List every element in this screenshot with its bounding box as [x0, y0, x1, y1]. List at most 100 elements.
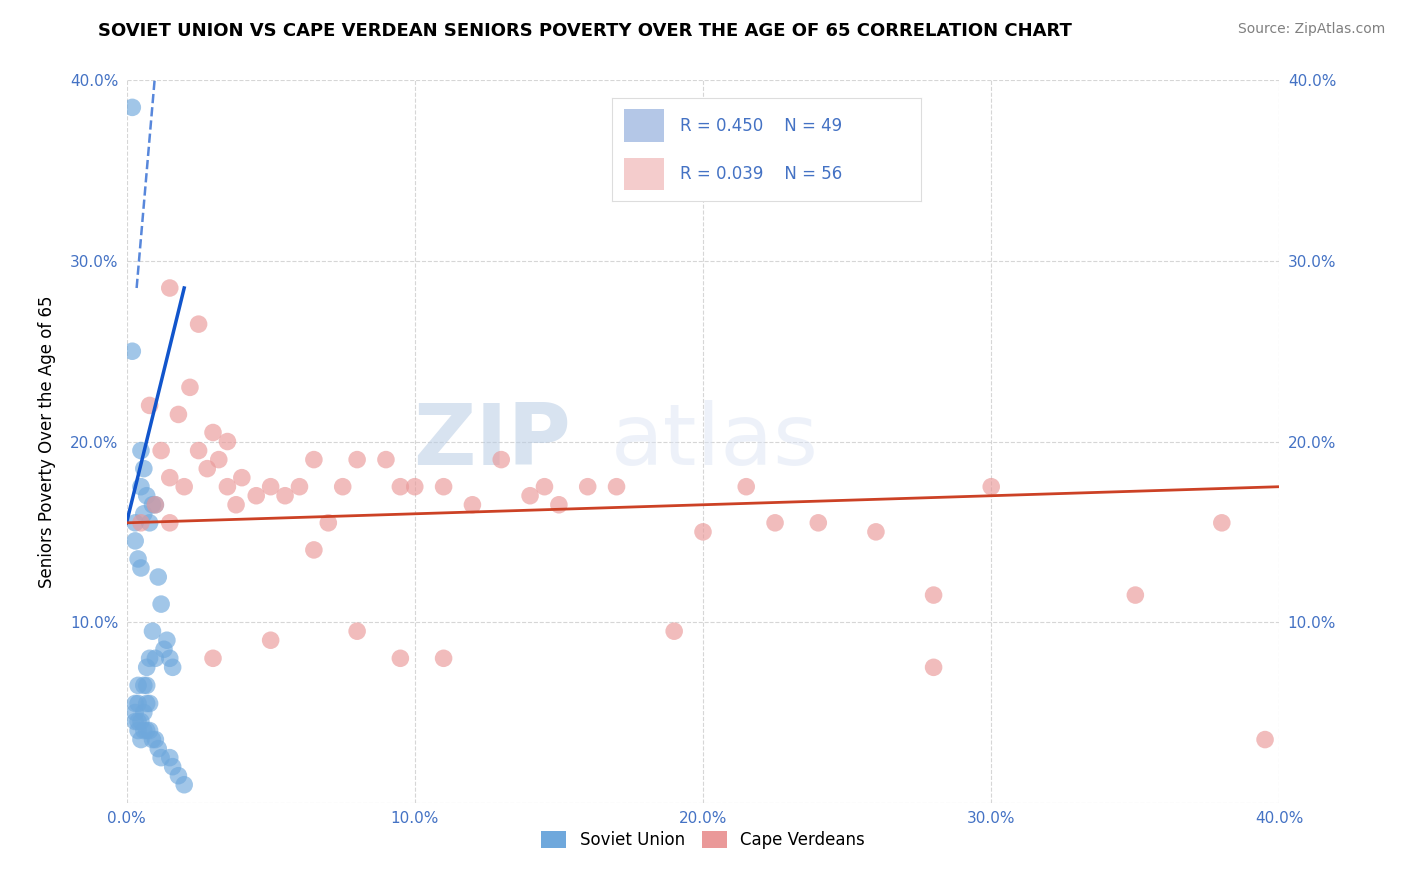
Point	[127, 697, 149, 711]
Point	[433, 651, 456, 665]
Point	[159, 281, 181, 295]
Point	[922, 660, 945, 674]
Point	[187, 443, 209, 458]
Point	[150, 597, 173, 611]
Point	[491, 452, 513, 467]
Point	[159, 750, 181, 764]
Point	[141, 498, 163, 512]
Point	[162, 660, 184, 674]
Point	[124, 533, 146, 548]
Point	[132, 507, 155, 521]
Point	[124, 516, 146, 530]
Point	[141, 624, 163, 639]
Point	[606, 480, 628, 494]
Point	[195, 461, 218, 475]
Point	[259, 480, 281, 494]
Point	[922, 588, 945, 602]
Point	[519, 489, 541, 503]
Point	[173, 480, 195, 494]
Point	[148, 570, 170, 584]
Point	[129, 516, 152, 530]
Point	[548, 498, 571, 512]
Point	[167, 769, 190, 783]
Text: R = 0.039    N = 56: R = 0.039 N = 56	[679, 165, 842, 183]
Point	[374, 452, 398, 467]
Point	[138, 723, 160, 738]
Point	[318, 516, 340, 530]
Point	[124, 714, 146, 729]
Point	[332, 480, 354, 494]
Point	[150, 750, 173, 764]
Point	[129, 443, 152, 458]
Point	[576, 480, 599, 494]
Point	[145, 651, 166, 665]
Y-axis label: Seniors Poverty Over the Age of 65: Seniors Poverty Over the Age of 65	[38, 295, 56, 588]
Point	[132, 723, 155, 738]
Point	[138, 516, 160, 530]
Point	[346, 624, 368, 639]
Point	[217, 434, 239, 449]
Point	[129, 480, 152, 494]
Point	[664, 624, 686, 639]
Point	[288, 480, 311, 494]
Point	[346, 452, 368, 467]
Point	[1125, 588, 1147, 602]
Point	[127, 552, 149, 566]
Point	[461, 498, 484, 512]
Point	[1254, 732, 1277, 747]
Point	[148, 741, 170, 756]
Point	[135, 723, 157, 738]
Point	[121, 344, 143, 359]
Point	[433, 480, 456, 494]
Point	[533, 480, 555, 494]
Point	[135, 697, 157, 711]
Point	[138, 651, 160, 665]
Point	[159, 516, 181, 530]
Point	[124, 706, 146, 720]
Point	[202, 651, 225, 665]
Point	[162, 760, 184, 774]
Point	[187, 317, 209, 331]
Point	[179, 380, 201, 394]
Point	[231, 471, 253, 485]
Point	[132, 461, 155, 475]
Point	[145, 498, 166, 512]
Point	[159, 651, 181, 665]
Text: R = 0.450    N = 49: R = 0.450 N = 49	[679, 117, 842, 135]
Point	[980, 480, 1002, 494]
Point	[156, 633, 179, 648]
Point	[865, 524, 887, 539]
Point	[302, 452, 325, 467]
Point	[121, 100, 143, 114]
Point	[302, 542, 325, 557]
Point	[217, 480, 239, 494]
Point	[138, 697, 160, 711]
Text: ZIP: ZIP	[413, 400, 571, 483]
Point	[129, 714, 152, 729]
Point	[167, 408, 190, 422]
Point	[692, 524, 714, 539]
Point	[389, 651, 412, 665]
Point	[145, 498, 166, 512]
Point	[129, 732, 152, 747]
Text: Source: ZipAtlas.com: Source: ZipAtlas.com	[1237, 22, 1385, 37]
Point	[389, 480, 412, 494]
Point	[127, 723, 149, 738]
Legend: Soviet Union, Cape Verdeans: Soviet Union, Cape Verdeans	[534, 824, 872, 856]
Point	[124, 697, 146, 711]
Point	[1211, 516, 1233, 530]
FancyBboxPatch shape	[624, 110, 664, 142]
Point	[132, 678, 155, 692]
Point	[150, 443, 173, 458]
Point	[763, 516, 786, 530]
Point	[138, 398, 160, 412]
Point	[807, 516, 830, 530]
Point	[735, 480, 758, 494]
Point	[208, 452, 231, 467]
Text: SOVIET UNION VS CAPE VERDEAN SENIORS POVERTY OVER THE AGE OF 65 CORRELATION CHAR: SOVIET UNION VS CAPE VERDEAN SENIORS POV…	[98, 22, 1073, 40]
Point	[135, 660, 157, 674]
Point	[141, 732, 163, 747]
Point	[259, 633, 281, 648]
Point	[129, 561, 152, 575]
Point	[132, 706, 155, 720]
